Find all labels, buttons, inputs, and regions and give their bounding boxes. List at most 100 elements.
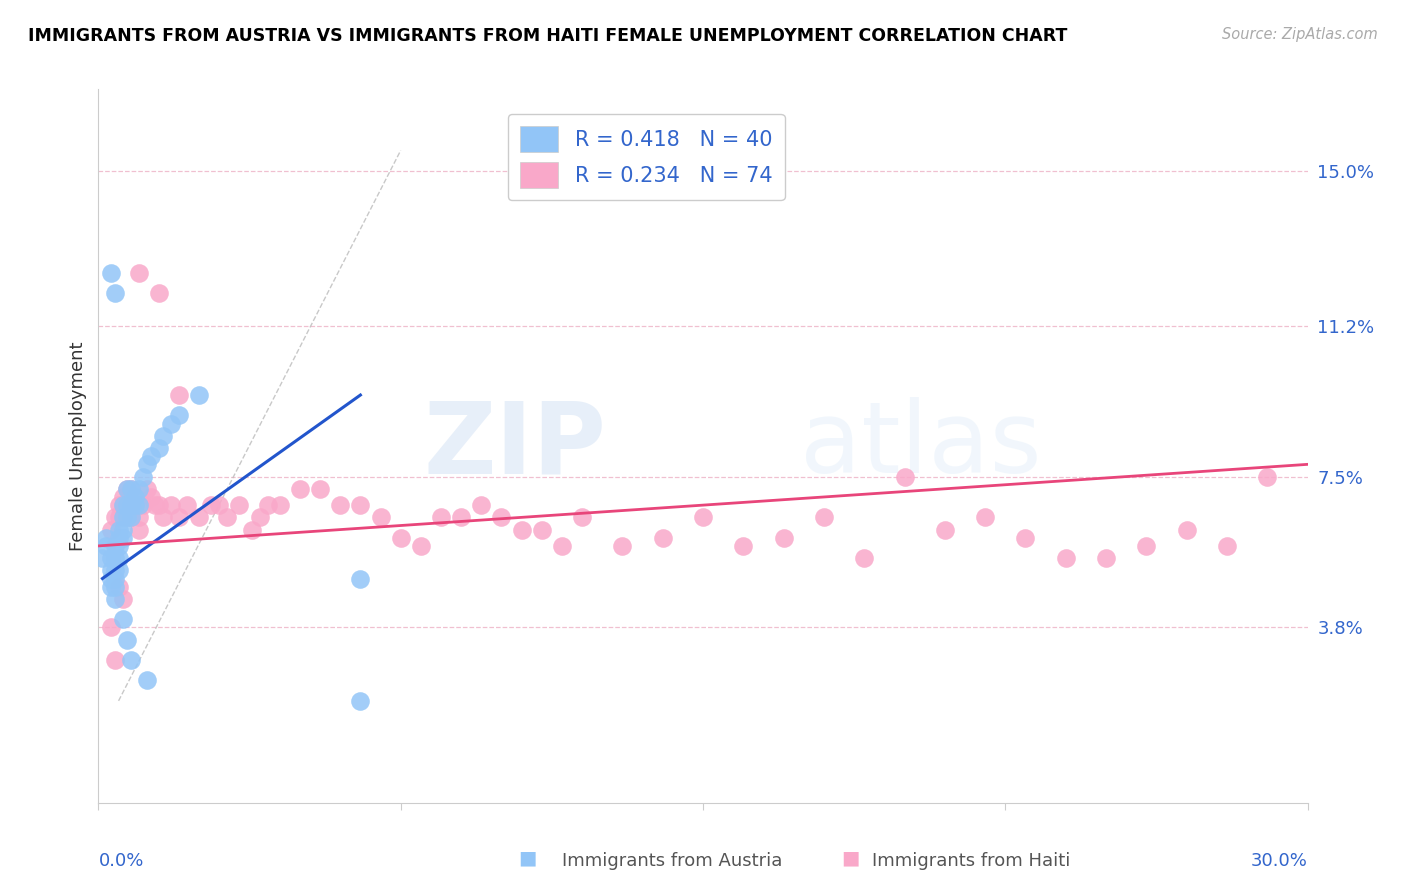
Point [160, 498, 183, 512]
Text: ■: ■ [841, 848, 860, 867]
Point [176, 498, 198, 512]
Point [103, 563, 125, 577]
Point [853, 551, 876, 566]
Point [143, 498, 166, 512]
Point [100, 266, 122, 280]
Point [96, 531, 118, 545]
Point [288, 482, 311, 496]
Point [1054, 551, 1077, 566]
Point [111, 523, 134, 537]
Point [91, 551, 114, 566]
Point [217, 510, 239, 524]
Point [103, 572, 125, 586]
Point [167, 510, 190, 524]
Point [813, 510, 835, 524]
Point [200, 498, 222, 512]
Point [208, 498, 231, 512]
Text: atlas: atlas [800, 398, 1042, 494]
Point [651, 531, 673, 545]
Point [470, 498, 492, 512]
Point [249, 510, 271, 524]
Point [551, 539, 574, 553]
Point [148, 286, 170, 301]
Point [510, 523, 533, 537]
Point [107, 510, 129, 524]
Point [128, 523, 150, 537]
Point [571, 510, 593, 524]
Point [188, 388, 211, 402]
Text: Source: ZipAtlas.com: Source: ZipAtlas.com [1222, 27, 1378, 42]
Legend: R = 0.418   N = 40, R = 0.234   N = 74: R = 0.418 N = 40, R = 0.234 N = 74 [508, 114, 785, 200]
Point [100, 572, 122, 586]
Point [349, 572, 371, 586]
Text: 0.0%: 0.0% [98, 852, 143, 870]
Point [370, 510, 392, 524]
Point [111, 490, 134, 504]
Point [450, 510, 472, 524]
Text: IMMIGRANTS FROM AUSTRIA VS IMMIGRANTS FROM HAITI FEMALE UNEMPLOYMENT CORRELATION: IMMIGRANTS FROM AUSTRIA VS IMMIGRANTS FR… [28, 27, 1067, 45]
Point [135, 673, 157, 688]
Point [124, 498, 146, 512]
Point [135, 458, 157, 472]
Point [111, 591, 134, 606]
Point [103, 510, 125, 524]
Point [893, 469, 915, 483]
Point [103, 653, 125, 667]
Point [167, 388, 190, 402]
Point [152, 429, 174, 443]
Point [309, 482, 332, 496]
Point [1095, 551, 1118, 566]
Point [772, 531, 794, 545]
Text: Immigrants from Austria: Immigrants from Austria [562, 852, 783, 870]
Point [115, 632, 138, 647]
Y-axis label: Female Unemployment: Female Unemployment [69, 342, 87, 550]
Point [115, 498, 138, 512]
Point [1256, 469, 1278, 483]
Point [115, 510, 138, 524]
Text: ZIP: ZIP [423, 398, 606, 494]
Point [491, 510, 513, 524]
Point [128, 510, 150, 524]
Point [188, 510, 211, 524]
Point [1175, 523, 1198, 537]
Point [111, 498, 134, 512]
Point [1135, 539, 1157, 553]
Point [111, 531, 134, 545]
Point [612, 539, 634, 553]
Point [167, 409, 190, 423]
Point [115, 482, 138, 496]
Point [148, 441, 170, 455]
Point [115, 482, 138, 496]
Point [100, 551, 122, 566]
Point [120, 653, 142, 667]
Point [96, 539, 118, 553]
Point [103, 580, 125, 594]
Point [103, 551, 125, 566]
Point [107, 539, 129, 553]
Point [115, 498, 138, 512]
Point [128, 482, 150, 496]
Point [152, 510, 174, 524]
Point [107, 498, 129, 512]
Point [1216, 539, 1239, 553]
Point [530, 523, 553, 537]
Point [974, 510, 997, 524]
Point [256, 498, 278, 512]
Point [100, 563, 122, 577]
Point [107, 580, 129, 594]
Point [692, 163, 714, 178]
Point [240, 523, 263, 537]
Point [115, 510, 138, 524]
Point [124, 490, 146, 504]
Point [120, 498, 142, 512]
Point [103, 286, 125, 301]
Point [128, 266, 150, 280]
Point [329, 498, 352, 512]
Point [139, 449, 162, 463]
Point [349, 694, 371, 708]
Point [733, 539, 755, 553]
Point [120, 510, 142, 524]
Point [135, 482, 157, 496]
Point [132, 469, 155, 483]
Point [120, 482, 142, 496]
